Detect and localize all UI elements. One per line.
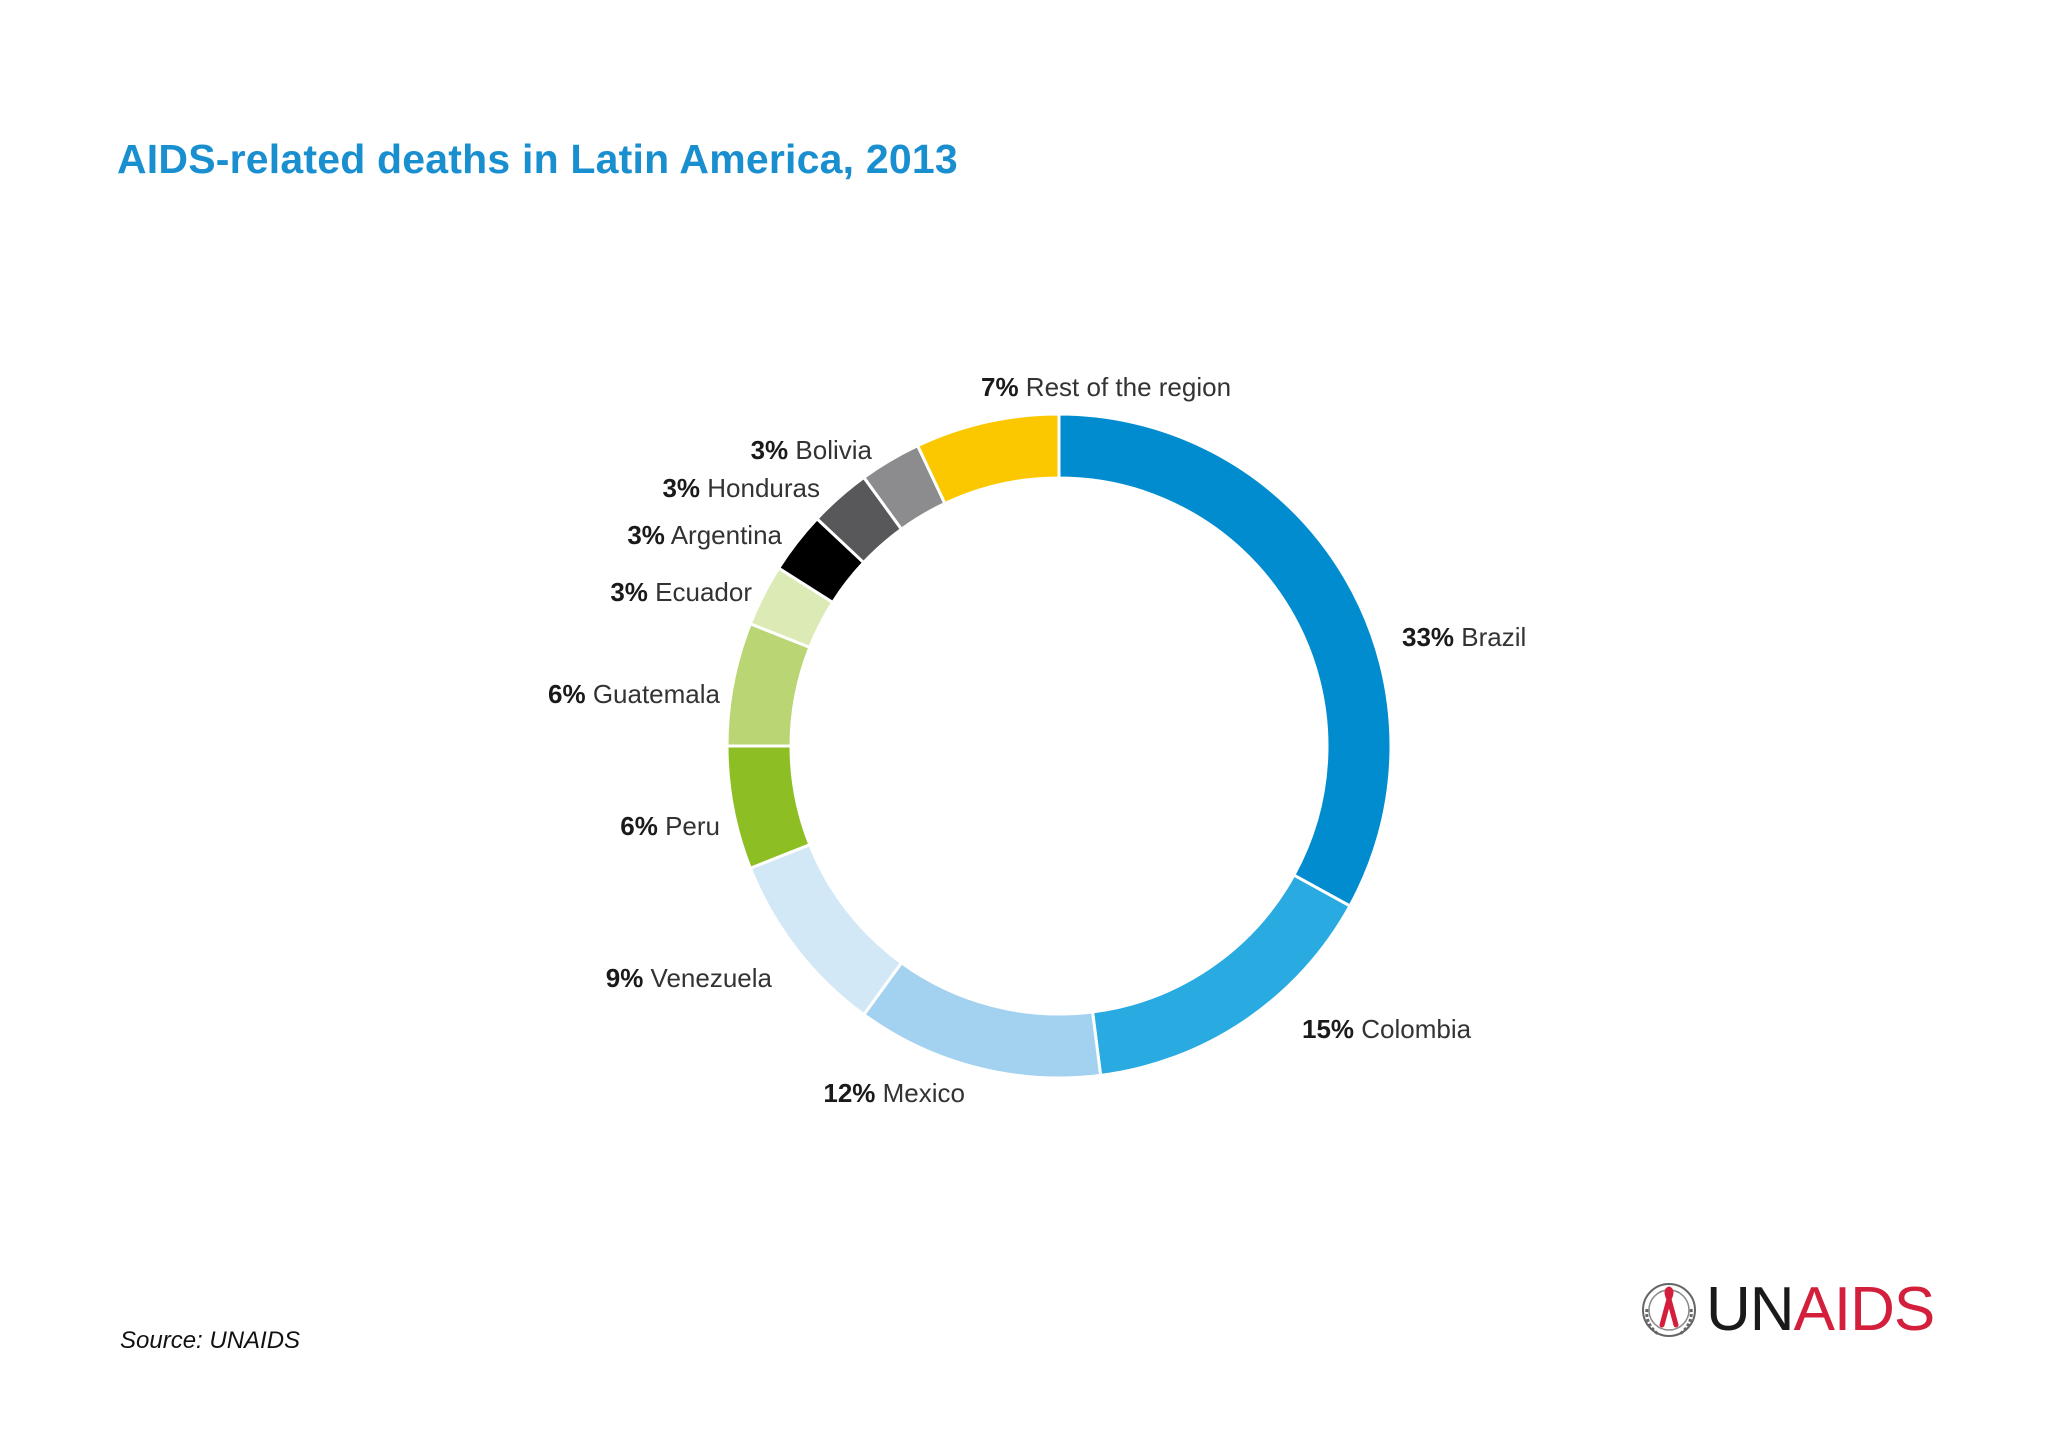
logo-text-aids: AIDS (1793, 1275, 1936, 1344)
label-name-guatemala: Guatemala (586, 679, 721, 709)
label-ecuador: 3% Ecuador (610, 577, 752, 607)
logo-text-un: UN (1706, 1275, 1795, 1344)
label-value-guatemala: 6% (548, 679, 586, 709)
label-name-honduras: Honduras (700, 473, 820, 503)
label-name-brazil: Brazil (1454, 622, 1526, 652)
label-name-venezuela: Venezuela (643, 963, 772, 993)
label-name-mexico: Mexico (875, 1078, 965, 1108)
label-value-honduras: 3% (662, 473, 700, 503)
slice-mexico (861, 960, 1103, 1080)
donut-slices (725, 412, 1393, 1080)
label-name-ecuador: Ecuador (648, 577, 752, 607)
label-colombia: 15% Colombia (1302, 1014, 1472, 1044)
slice-colombia (1090, 873, 1352, 1078)
label-venezuela: 9% Venezuela (606, 963, 773, 993)
label-value-rest-of-the-region: 7% (981, 372, 1019, 402)
label-brazil: 33% Brazil (1402, 622, 1526, 652)
source-note: Source: UNAIDS (120, 1327, 301, 1354)
label-name-bolivia: Bolivia (788, 435, 872, 465)
label-value-venezuela: 9% (606, 963, 644, 993)
label-value-peru: 6% (620, 811, 658, 841)
label-rest-of-the-region: 7% Rest of the region (981, 372, 1231, 402)
label-value-mexico: 12% (823, 1078, 875, 1108)
label-mexico: 12% Mexico (823, 1078, 965, 1108)
label-value-brazil: 33% (1402, 622, 1454, 652)
label-honduras: 3% Honduras (662, 473, 820, 503)
label-value-ecuador: 3% (610, 577, 648, 607)
unaids-logo: UNAIDS (1638, 1276, 1935, 1344)
label-name-rest-of-the-region: Rest of the region (1019, 372, 1231, 402)
label-value-colombia: 15% (1302, 1014, 1354, 1044)
slice-labels: 33% Brazil 15% Colombia 12% Mexico 9% Venez… (548, 372, 1526, 1108)
label-peru: 6% Peru (620, 811, 720, 841)
logo-wordmark: UNAIDS (1706, 1279, 1935, 1341)
label-value-argentina: 3% (627, 520, 665, 550)
label-name-argentina: Argentina (665, 520, 783, 550)
label-guatemala: 6% Guatemala (548, 679, 721, 709)
label-value-bolivia: 3% (751, 435, 789, 465)
slice-rest-of-the-region (915, 412, 1061, 506)
un-emblem-icon (1642, 1283, 1696, 1337)
label-bolivia: 3% Bolivia (751, 435, 873, 465)
chart-title: AIDS-related deaths in Latin America, 20… (117, 136, 958, 182)
slice-venezuela (748, 842, 904, 1017)
label-name-colombia: Colombia (1354, 1014, 1472, 1044)
slice-brazil (1057, 412, 1393, 908)
label-name-peru: Peru (658, 811, 720, 841)
slice-peru (725, 744, 812, 871)
label-argentina: 3% Argentina (627, 520, 782, 550)
